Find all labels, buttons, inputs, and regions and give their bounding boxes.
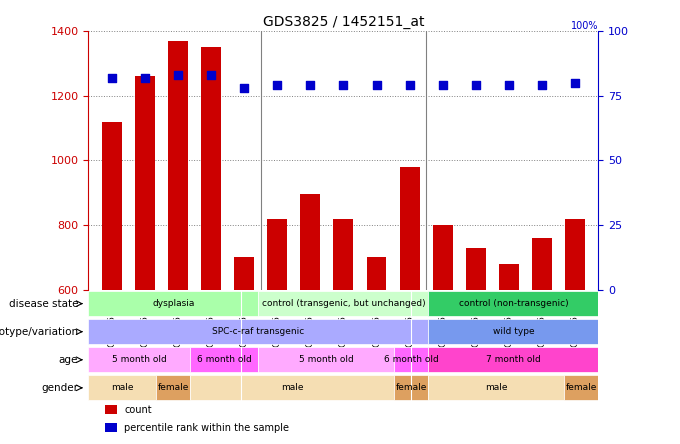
FancyBboxPatch shape [88,347,190,373]
Bar [466,248,486,289]
FancyBboxPatch shape [258,347,394,373]
Text: female: female [566,383,597,392]
Text: 100%: 100% [571,21,598,31]
Text: control (transgenic, but unchanged): control (transgenic, but unchanged) [262,299,425,308]
Text: male: male [111,383,134,392]
Point [404,82,415,89]
Point [239,84,250,91]
Text: percentile rank within the sample: percentile rank within the sample [124,423,289,433]
FancyBboxPatch shape [564,375,598,400]
FancyBboxPatch shape [428,347,598,373]
Point [139,74,150,81]
FancyBboxPatch shape [394,347,428,373]
Bar [532,238,552,289]
FancyBboxPatch shape [428,291,598,316]
Bar [168,41,188,289]
Bar [105,423,118,432]
FancyBboxPatch shape [428,319,598,345]
Text: count: count [124,404,152,415]
Point [106,74,117,81]
Bar [267,218,287,289]
Bar [135,76,154,289]
Point [371,82,382,89]
FancyBboxPatch shape [394,375,428,400]
FancyBboxPatch shape [88,375,156,400]
Point [272,82,283,89]
FancyBboxPatch shape [88,291,258,316]
Text: disease state: disease state [9,299,78,309]
Point [305,82,316,89]
Bar [201,47,221,289]
Bar [234,257,254,289]
Bar [333,218,354,289]
FancyBboxPatch shape [190,375,394,400]
Bar [565,218,585,289]
Bar [432,225,453,289]
Text: 5 month old: 5 month old [112,355,167,364]
Bar [101,122,122,289]
Text: genotype/variation: genotype/variation [0,327,78,337]
Text: female: female [396,383,427,392]
Text: female: female [158,383,189,392]
FancyBboxPatch shape [156,375,190,400]
Text: male: male [485,383,508,392]
Point [338,82,349,89]
Bar [367,257,386,289]
Text: 7 month old: 7 month old [486,355,541,364]
Point [570,79,581,86]
Text: 5 month old: 5 month old [299,355,354,364]
Text: SPC-c-raf transgenic: SPC-c-raf transgenic [212,327,305,336]
Text: gender: gender [41,383,78,393]
Text: dysplasia: dysplasia [152,299,194,308]
Point [205,71,216,79]
Text: control (non-transgenic): control (non-transgenic) [458,299,568,308]
Title: GDS3825 / 1452151_at: GDS3825 / 1452151_at [262,15,424,29]
FancyBboxPatch shape [258,291,428,316]
Text: age: age [59,355,78,365]
Bar [301,194,320,289]
Text: male: male [281,383,304,392]
Bar [499,264,519,289]
Bar [105,405,118,414]
Point [471,82,481,89]
Point [504,82,515,89]
Text: 6 month old: 6 month old [197,355,252,364]
Point [172,71,183,79]
Point [537,82,547,89]
Point [437,82,448,89]
Bar [400,167,420,289]
Text: 6 month old: 6 month old [384,355,439,364]
FancyBboxPatch shape [88,319,428,345]
Text: wild type: wild type [492,327,534,336]
FancyBboxPatch shape [428,375,564,400]
FancyBboxPatch shape [190,347,258,373]
